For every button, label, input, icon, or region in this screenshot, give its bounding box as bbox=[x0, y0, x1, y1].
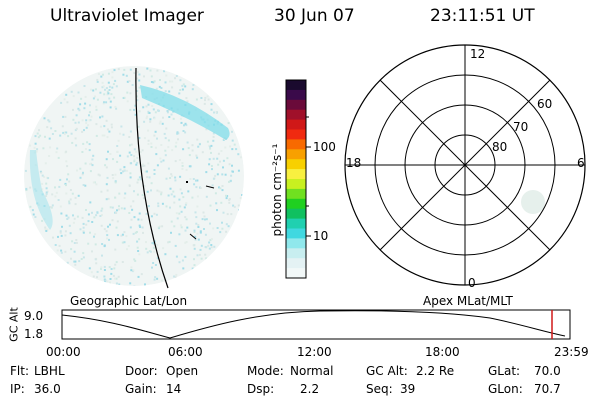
seq-label: Seq: bbox=[366, 382, 393, 396]
terminator-line bbox=[135, 67, 169, 289]
orbit-x-tick-2359: 23:59 bbox=[554, 345, 589, 359]
ip-label: IP: bbox=[10, 382, 25, 396]
gcalt-label: GC Alt: bbox=[366, 364, 408, 378]
colorbar-segment bbox=[286, 258, 306, 269]
colorbar-segment bbox=[286, 89, 306, 101]
door-label: Door: bbox=[125, 364, 158, 378]
colorbar-segment bbox=[286, 139, 306, 150]
orbit-plot bbox=[61, 309, 571, 340]
orbit-x-tick-1200: 12:00 bbox=[297, 345, 332, 359]
door-value: Open bbox=[166, 364, 199, 378]
colorbar-segment bbox=[286, 198, 306, 210]
mlt-label-6: 6 bbox=[577, 156, 585, 170]
mlat-label-70: 70 bbox=[513, 120, 529, 134]
mlat-label-80: 80 bbox=[492, 140, 508, 154]
orbit-x-tick-0000: 00:00 bbox=[46, 345, 81, 359]
colorbar-segment bbox=[286, 99, 306, 111]
geo-panel-label: Geographic Lat/Lon bbox=[70, 294, 188, 308]
colorbar-segment bbox=[286, 109, 306, 121]
glat-value: 70.0 bbox=[534, 364, 561, 378]
gain-label: Gain: bbox=[125, 382, 157, 396]
mlt-label-0: 0 bbox=[468, 276, 476, 290]
flt-value: LBHL bbox=[34, 364, 65, 378]
colorbar-segment bbox=[286, 238, 306, 249]
colorbar-unit-label: photon cm⁻²s⁻¹ bbox=[270, 143, 284, 237]
time-label: 23:11:51 UT bbox=[430, 6, 535, 26]
date-label: 30 Jun 07 bbox=[274, 6, 355, 26]
instrument-title: Ultraviolet Imager bbox=[50, 6, 204, 26]
colorbar-segment bbox=[286, 129, 306, 140]
colorbar-segment bbox=[286, 119, 306, 130]
orbit-x-tick-0600: 06:00 bbox=[168, 345, 203, 359]
colorbar-segment bbox=[286, 80, 306, 91]
colorbar-segment bbox=[286, 188, 306, 200]
colorbar-segment bbox=[286, 228, 306, 239]
colorbar-segment bbox=[286, 248, 306, 259]
gain-value: 14 bbox=[166, 382, 182, 396]
glon-label: GLon: bbox=[488, 382, 523, 396]
geo-image-disk bbox=[24, 66, 244, 286]
flt-label: Flt: bbox=[10, 364, 29, 378]
orbit-y-tick-1-8: 1.8 bbox=[24, 327, 44, 341]
orbit-y-tick-9: 9.0 bbox=[24, 309, 44, 323]
mlt-label-18: 18 bbox=[346, 156, 362, 170]
colorbar-segment bbox=[286, 149, 306, 160]
mlt-label-12: 12 bbox=[470, 47, 486, 61]
colorbar-segment bbox=[286, 159, 306, 170]
mlat-label-60: 60 bbox=[537, 97, 553, 111]
gcalt-value: 2.2 Re bbox=[416, 364, 455, 378]
dsp-value: 2.2 bbox=[300, 382, 320, 396]
glat-label: GLat: bbox=[488, 364, 521, 378]
polar-plot bbox=[344, 44, 586, 286]
polar-panel-label: Apex MLat/MLT bbox=[423, 294, 513, 308]
colorbar-segment bbox=[286, 268, 306, 279]
colorbar-frame bbox=[285, 79, 307, 279]
orbit-y-axis-title: GC Alt bbox=[7, 307, 21, 342]
dsp-label: Dsp: bbox=[247, 382, 275, 396]
glon-value: 70.7 bbox=[534, 382, 561, 396]
colorbar-segment bbox=[286, 179, 306, 190]
colorbar-tick-10: 10 bbox=[313, 229, 329, 243]
mode-label: Mode: bbox=[247, 364, 284, 378]
colorbar-tick-100: 100 bbox=[313, 140, 336, 154]
ip-value: 36.0 bbox=[34, 382, 61, 396]
colorbar-segment bbox=[286, 218, 306, 229]
colorbar-segment bbox=[286, 208, 306, 220]
colorbar-segment bbox=[286, 169, 306, 180]
seq-value: 39 bbox=[400, 382, 416, 396]
coast-marks bbox=[186, 181, 215, 240]
colorbar bbox=[286, 80, 306, 279]
orbit-x-tick-1800: 18:00 bbox=[425, 345, 460, 359]
mode-value: Normal bbox=[290, 364, 334, 378]
